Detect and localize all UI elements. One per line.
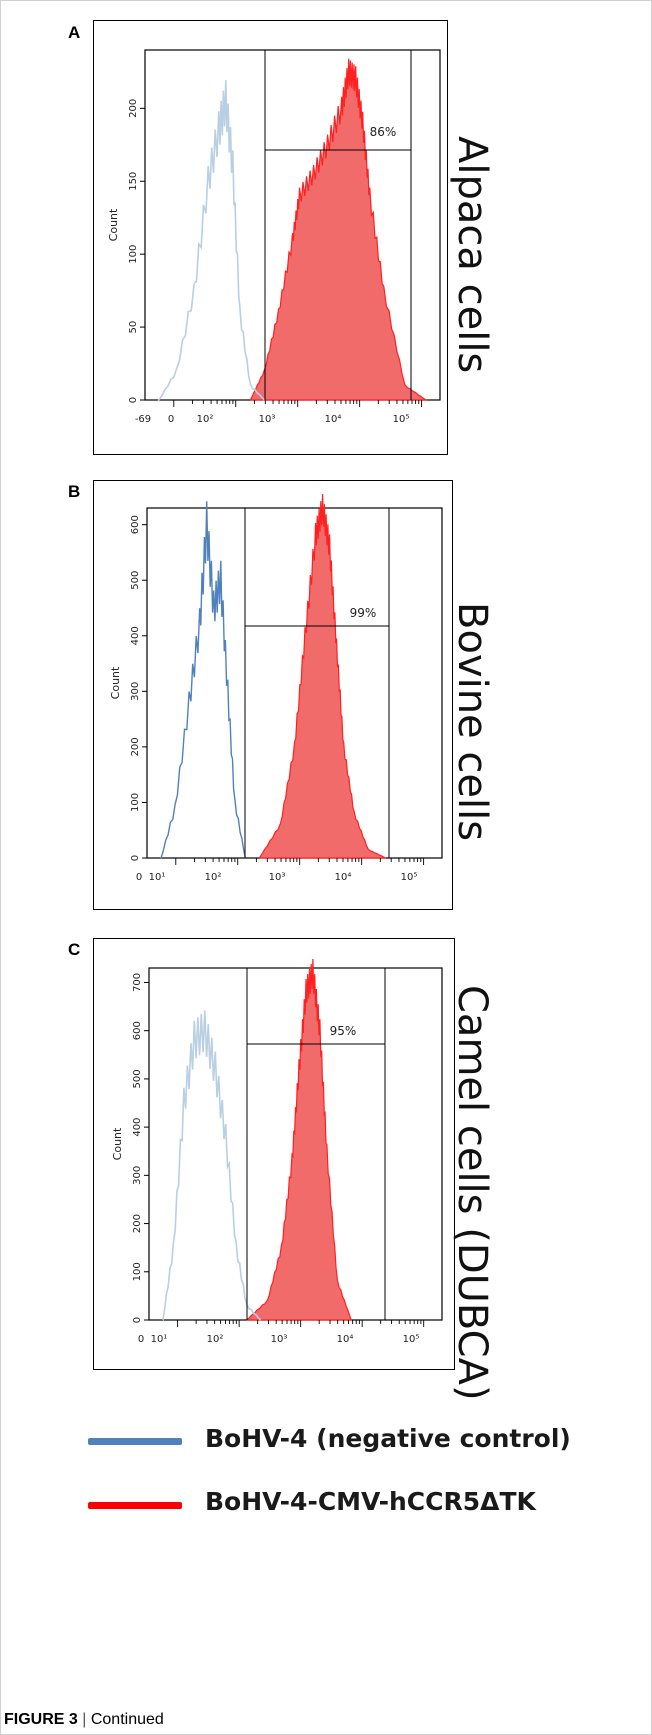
y-tick-label: 600 bbox=[132, 1021, 143, 1040]
panel-letter-b: B bbox=[68, 482, 81, 501]
y-tick-label: 150 bbox=[128, 172, 139, 191]
x-tick-label: 10³ bbox=[259, 414, 276, 425]
gate-percent-label: 86% bbox=[370, 125, 397, 139]
legend-label-sample: BoHV-4-CMV-hCCR5ΔTK bbox=[205, 1487, 536, 1516]
sample-histogram bbox=[246, 958, 353, 1321]
x-tick-label: 10⁵ bbox=[393, 414, 410, 425]
y-tick-label: 500 bbox=[132, 1069, 143, 1088]
x-tick-label: 10⁴ bbox=[337, 1334, 354, 1345]
panel-letter-c: C bbox=[68, 940, 81, 959]
x-tick-label: 0 bbox=[138, 1334, 144, 1345]
figure-caption: FIGURE 3 | Continued bbox=[4, 1711, 164, 1729]
x-tick-label: 10⁵ bbox=[401, 872, 418, 883]
x-tick-label: 0 bbox=[136, 872, 142, 883]
y-tick-label: 100 bbox=[132, 1262, 143, 1281]
y-tick-label: 400 bbox=[132, 1118, 143, 1137]
histogram-panel-c: 95% 0 100 200 300 400 500 600 700 Count 0 10¹ 10² 10³… bbox=[111, 958, 443, 1345]
gate-percent-label: 95% bbox=[330, 1024, 357, 1038]
y-tick-label: 200 bbox=[130, 737, 141, 756]
y-axis-label: Count bbox=[109, 666, 122, 699]
gate-percent-label: 99% bbox=[350, 606, 377, 620]
legend-label-control: BoHV-4 (negative control) bbox=[205, 1424, 571, 1453]
x-tick-label: 10² bbox=[197, 414, 214, 425]
y-tick-label: 500 bbox=[130, 571, 141, 590]
histogram-panel-b: 99% 0 100 200 300 400 500 600 Count 0 10¹ 10² 10³ 10⁴… bbox=[109, 493, 443, 883]
y-tick-label: 100 bbox=[130, 793, 141, 812]
legend-swatch-sample bbox=[88, 1502, 182, 1509]
caption-separator: | bbox=[77, 1711, 91, 1728]
panel-letter-a: A bbox=[68, 23, 81, 42]
y-tick-label: 100 bbox=[128, 245, 139, 264]
y-tick-label: 0 bbox=[128, 397, 139, 403]
caption-figure-number: FIGURE 3 bbox=[4, 1711, 78, 1728]
x-tick-label: 10⁵ bbox=[403, 1334, 420, 1345]
x-tick-label: 10¹ bbox=[151, 1334, 168, 1345]
control-histogram bbox=[157, 80, 265, 401]
y-tick-label: 0 bbox=[130, 855, 141, 861]
y-axis-label: Count bbox=[107, 208, 120, 241]
sample-histogram bbox=[249, 58, 428, 401]
y-tick-label: 50 bbox=[128, 321, 139, 334]
sample-histogram bbox=[258, 493, 387, 859]
x-tick-label: 10³ bbox=[271, 1334, 288, 1345]
x-tick-label: 10¹ bbox=[149, 872, 166, 883]
y-axis-label: Count bbox=[111, 1127, 124, 1160]
y-tick-label: 300 bbox=[132, 1166, 143, 1185]
y-tick-label: 300 bbox=[130, 682, 141, 701]
y-tick-label: 0 bbox=[132, 1317, 143, 1323]
legend-swatch-control bbox=[88, 1438, 182, 1445]
x-tick-label: 0 bbox=[168, 414, 174, 425]
x-tick-label: 10⁴ bbox=[325, 414, 342, 425]
y-tick-label: 600 bbox=[130, 515, 141, 534]
x-tick-label: -69 bbox=[135, 414, 151, 425]
y-tick-label: 200 bbox=[128, 99, 139, 118]
x-tick-label: 10² bbox=[205, 872, 222, 883]
caption-text: Continued bbox=[90, 1711, 164, 1728]
y-tick-label: 700 bbox=[132, 973, 143, 992]
y-tick-label: 200 bbox=[132, 1214, 143, 1233]
control-histogram bbox=[162, 1010, 262, 1321]
control-histogram bbox=[160, 501, 247, 859]
histogram-panel-a: 86% 0 50 100 150 200 Count -69 0 10² 10³ 10⁴ 10⁵ bbox=[107, 49, 441, 425]
x-tick-label: 10⁴ bbox=[335, 872, 352, 883]
x-tick-label: 10³ bbox=[269, 872, 286, 883]
y-tick-label: 400 bbox=[130, 626, 141, 645]
x-tick-label: 10² bbox=[207, 1334, 224, 1345]
